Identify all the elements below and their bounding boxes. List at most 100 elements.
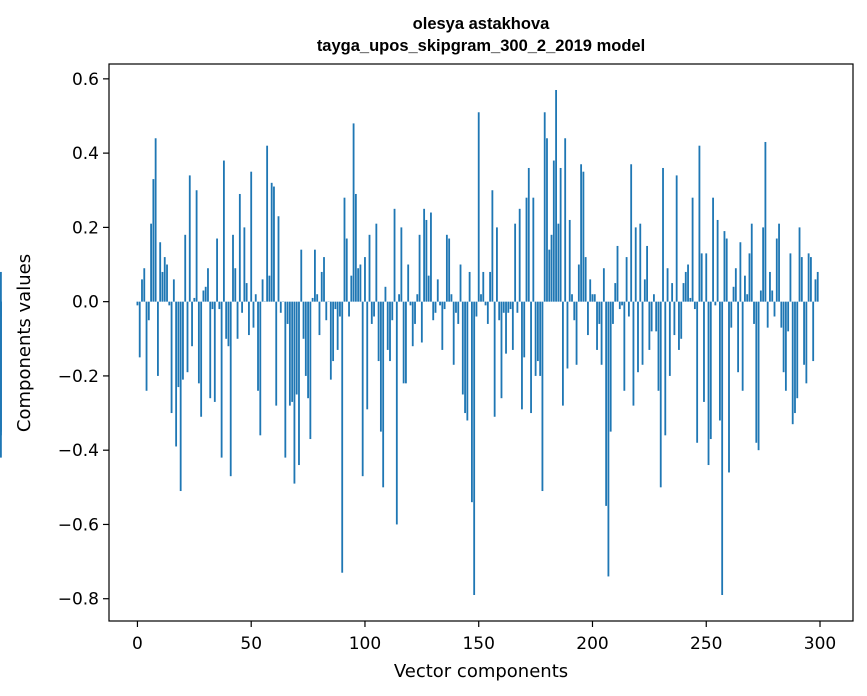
bar [687, 264, 689, 302]
x-axis-ticks: 0 50 100 150 200 250 300 [132, 621, 836, 654]
bar [728, 301, 730, 473]
bar [773, 301, 776, 317]
bar [521, 301, 523, 410]
x-tick-label: 0 [132, 634, 143, 654]
bar [368, 234, 371, 302]
bar [455, 301, 457, 313]
bar [794, 301, 796, 414]
bar [764, 141, 767, 302]
bar [384, 286, 387, 302]
bar [725, 238, 728, 302]
bar [402, 301, 405, 384]
bar [769, 271, 771, 302]
bars-group [0, 89, 819, 595]
bar [514, 223, 517, 302]
bar [816, 271, 819, 302]
bar [762, 227, 765, 302]
bar [311, 297, 314, 302]
bar [257, 301, 259, 391]
bar [341, 301, 344, 573]
bar [343, 197, 346, 302]
bar [689, 297, 692, 302]
bar [336, 301, 339, 350]
bar [750, 223, 753, 302]
y-tick-label: 0.6 [72, 70, 99, 90]
bar [452, 301, 455, 365]
bar [734, 268, 737, 302]
bar [300, 249, 303, 302]
bar [241, 301, 244, 313]
bar [716, 219, 719, 302]
bar [739, 242, 742, 302]
bar [489, 271, 492, 302]
bar [696, 301, 699, 443]
bar [359, 264, 362, 302]
bar [377, 301, 380, 362]
bar [491, 190, 494, 302]
bar [298, 301, 300, 466]
bar [400, 227, 403, 302]
bar [493, 301, 496, 417]
bar [682, 283, 685, 302]
bar [730, 301, 733, 328]
bar [354, 193, 357, 302]
bar [405, 301, 407, 384]
bar [573, 301, 576, 321]
bar [350, 275, 353, 302]
bar [496, 227, 498, 302]
bar [643, 279, 646, 302]
x-tick-label: 50 [240, 634, 262, 654]
x-tick-label: 150 [462, 634, 494, 654]
bar [195, 190, 198, 302]
x-tick-label: 250 [690, 634, 722, 654]
bar [468, 271, 471, 302]
bar [655, 301, 658, 332]
bar [154, 138, 157, 302]
bar [505, 301, 507, 354]
bar [284, 301, 287, 458]
bar [746, 294, 749, 302]
bar [593, 294, 596, 302]
bar [700, 253, 703, 302]
bar [268, 275, 271, 302]
bar [414, 301, 416, 324]
bar [457, 301, 460, 324]
bar [662, 167, 664, 302]
bar [552, 160, 555, 302]
bar [784, 301, 787, 391]
bar [470, 301, 473, 503]
bar [395, 301, 398, 525]
bar [345, 238, 348, 302]
bar [627, 301, 630, 317]
bar [480, 294, 482, 302]
x-axis-label: Vector components [394, 661, 568, 682]
bar [582, 171, 585, 302]
bar [614, 283, 617, 302]
bar [254, 294, 257, 302]
bar [434, 301, 437, 313]
y-tick-label: −0.8 [58, 590, 99, 610]
bar [136, 301, 139, 306]
bar [145, 301, 148, 391]
bar [596, 301, 598, 350]
bar [555, 89, 557, 302]
bar [361, 301, 364, 477]
bar [562, 301, 564, 406]
bar [270, 182, 273, 302]
bar [188, 175, 191, 302]
bar [580, 164, 583, 302]
bar [625, 257, 628, 302]
bar [796, 301, 799, 399]
bar [175, 301, 178, 447]
bar [320, 271, 323, 302]
bar [279, 301, 282, 313]
bar [807, 253, 810, 302]
bar [443, 301, 446, 310]
bar [152, 179, 155, 302]
bar [309, 301, 312, 440]
bar [286, 301, 289, 324]
bar [325, 301, 328, 321]
chart-title: olesya astakhova [413, 15, 550, 33]
bar [288, 301, 291, 406]
bar [416, 294, 419, 302]
